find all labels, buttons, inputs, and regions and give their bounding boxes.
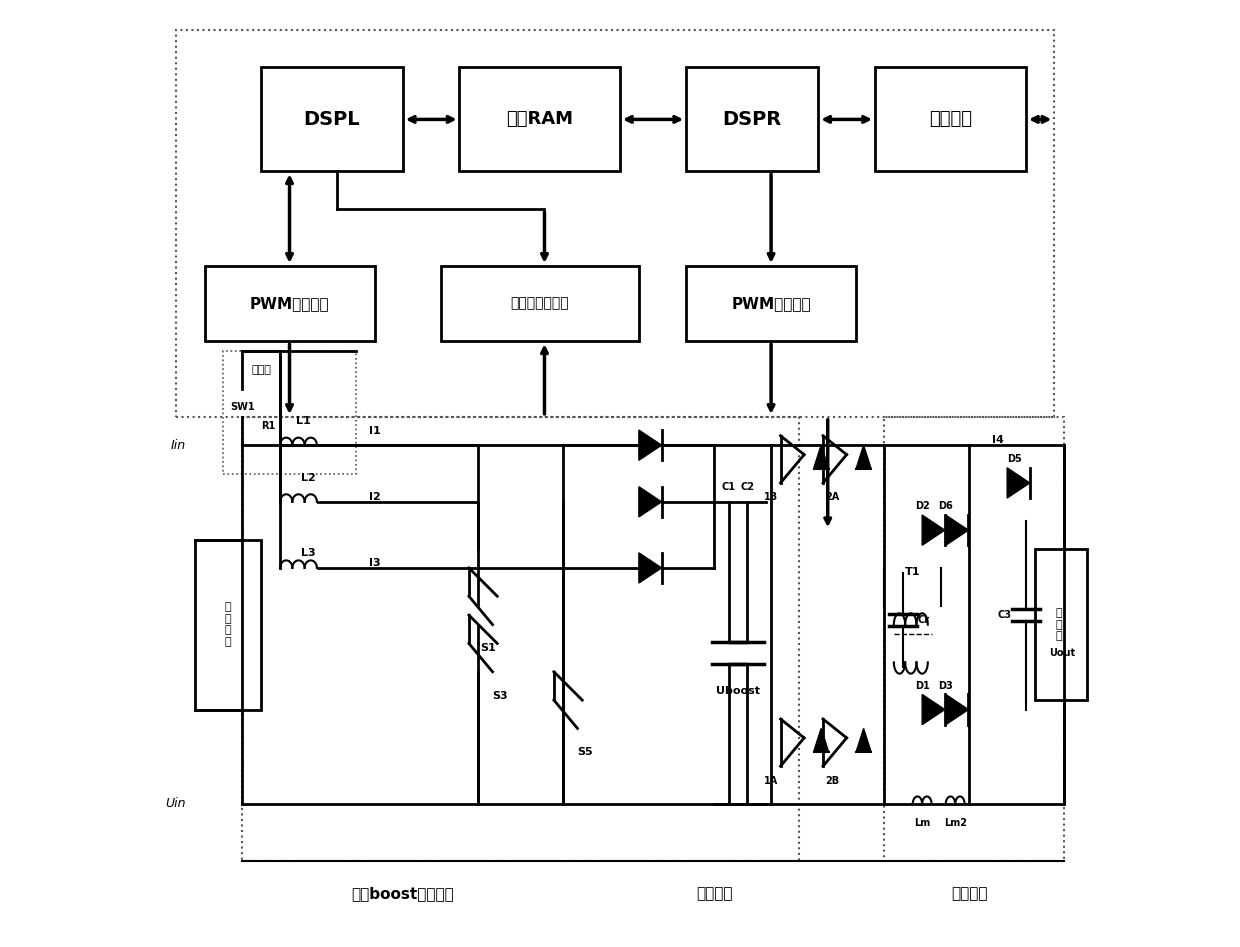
Text: T1: T1 [905, 567, 920, 578]
FancyBboxPatch shape [460, 67, 620, 171]
Text: D1: D1 [915, 681, 930, 690]
Polygon shape [923, 515, 945, 545]
FancyBboxPatch shape [440, 266, 639, 341]
Text: Lm2: Lm2 [944, 818, 967, 828]
Text: 软启动: 软启动 [252, 365, 272, 375]
Text: S5: S5 [578, 747, 593, 758]
Text: DSPR: DSPR [723, 110, 781, 129]
Text: S1: S1 [480, 643, 496, 653]
Text: Cr: Cr [918, 615, 930, 625]
Text: I3: I3 [368, 558, 381, 568]
Text: I1: I1 [368, 426, 381, 436]
Polygon shape [813, 445, 828, 469]
Polygon shape [639, 553, 662, 583]
FancyBboxPatch shape [1035, 549, 1087, 700]
FancyBboxPatch shape [262, 67, 403, 171]
Text: D6: D6 [939, 501, 954, 511]
FancyBboxPatch shape [875, 67, 1025, 171]
Text: D2: D2 [915, 501, 930, 511]
Polygon shape [946, 515, 968, 545]
Text: 滤波电路: 滤波电路 [951, 886, 987, 902]
Text: 1B: 1B [764, 492, 779, 503]
Text: C2: C2 [740, 482, 754, 492]
Text: PWM驱动单元: PWM驱动单元 [732, 296, 811, 311]
Text: 全桥电路: 全桥电路 [696, 886, 733, 902]
Text: Uboost: Uboost [715, 686, 760, 696]
Text: R1: R1 [262, 421, 275, 431]
Text: 2A: 2A [826, 492, 839, 503]
Text: 2B: 2B [826, 776, 839, 786]
Text: 人机接口: 人机接口 [929, 111, 972, 129]
FancyBboxPatch shape [686, 67, 818, 171]
FancyBboxPatch shape [195, 540, 262, 709]
Text: L3: L3 [301, 548, 316, 559]
Text: 双口RAM: 双口RAM [506, 111, 573, 129]
Text: SW1: SW1 [229, 402, 254, 412]
Text: C3: C3 [998, 610, 1012, 620]
Text: PWM驱动单元: PWM驱动单元 [249, 296, 330, 311]
Text: I4: I4 [992, 436, 1003, 445]
Text: 1A: 1A [764, 776, 779, 786]
Polygon shape [923, 694, 945, 724]
Text: Uout: Uout [1049, 648, 1076, 658]
Polygon shape [639, 487, 662, 517]
Text: Lm: Lm [914, 818, 930, 828]
FancyBboxPatch shape [686, 266, 856, 341]
Polygon shape [1007, 468, 1029, 498]
Text: I2: I2 [368, 491, 381, 502]
Text: Uin: Uin [165, 797, 186, 811]
Text: C1: C1 [722, 482, 735, 492]
Text: Iin: Iin [171, 438, 186, 452]
Text: L1: L1 [296, 417, 311, 426]
Text: L2: L2 [301, 473, 316, 483]
Text: D3: D3 [939, 681, 954, 690]
Text: 信号采集与保护: 信号采集与保护 [511, 296, 569, 311]
Text: 蓄
电
池: 蓄 电 池 [1055, 608, 1063, 641]
Polygon shape [946, 694, 968, 724]
Text: DSPL: DSPL [304, 110, 361, 129]
Text: S3: S3 [492, 690, 508, 701]
Text: D5: D5 [1007, 454, 1022, 464]
Text: 三相boost交错电路: 三相boost交错电路 [351, 886, 454, 902]
Polygon shape [639, 430, 662, 460]
FancyBboxPatch shape [205, 266, 374, 341]
Polygon shape [813, 728, 828, 752]
Polygon shape [856, 445, 872, 469]
Polygon shape [856, 728, 872, 752]
Text: 蓄
充
电
池: 蓄 充 电 池 [224, 602, 232, 647]
